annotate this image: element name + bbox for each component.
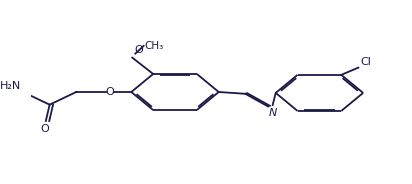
Text: O: O (105, 87, 114, 97)
Text: CH₃: CH₃ (145, 41, 164, 51)
Text: O: O (134, 45, 143, 55)
Text: N: N (269, 108, 277, 118)
Text: Cl: Cl (360, 57, 371, 67)
Text: H₂N: H₂N (0, 81, 21, 91)
Text: O: O (41, 124, 49, 134)
